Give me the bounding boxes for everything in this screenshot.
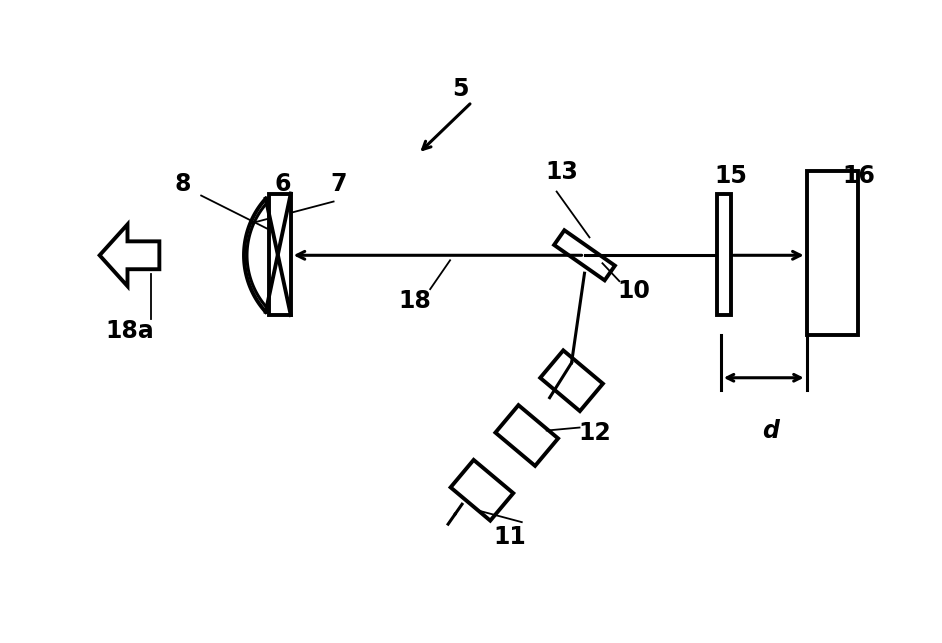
Text: 5: 5 [452,77,468,101]
Text: 18a: 18a [106,319,154,343]
Polygon shape [450,460,513,521]
Text: 7: 7 [331,172,347,195]
Bar [717,194,731,315]
Bar [268,194,291,315]
Text: 12: 12 [578,421,610,444]
Text: 15: 15 [714,163,747,188]
Bar [806,170,858,335]
Text: 11: 11 [494,525,527,549]
Text: 10: 10 [618,279,651,303]
Polygon shape [495,405,558,466]
Text: d: d [762,419,779,442]
Polygon shape [554,230,615,280]
Polygon shape [100,224,159,286]
Text: 16: 16 [842,163,875,188]
Text: 6: 6 [274,172,291,195]
Text: 18: 18 [398,289,431,313]
Text: 8: 8 [175,172,191,195]
Text: 13: 13 [545,159,578,184]
Polygon shape [540,350,603,411]
